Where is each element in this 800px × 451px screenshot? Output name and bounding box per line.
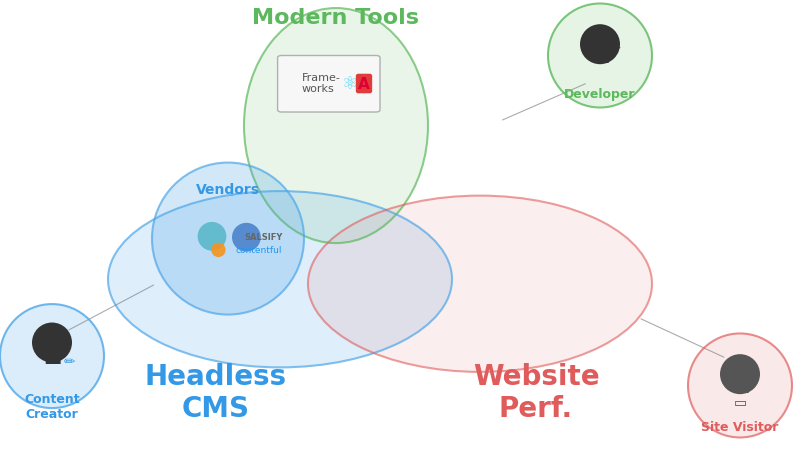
Text: Vendors: Vendors: [196, 183, 260, 196]
Ellipse shape: [152, 163, 304, 315]
Text: ✏: ✏: [64, 354, 75, 368]
Text: A: A: [358, 77, 370, 92]
Ellipse shape: [211, 243, 226, 258]
Text: SALSIFY: SALSIFY: [244, 232, 282, 241]
Ellipse shape: [198, 222, 226, 251]
Text: ▬: ▬: [43, 349, 61, 368]
Text: Site Visitor: Site Visitor: [702, 420, 778, 433]
Text: Developer: Developer: [564, 88, 636, 101]
Text: ⚛: ⚛: [342, 74, 358, 92]
Text: ▭: ▭: [734, 395, 746, 408]
Text: Modern Tools: Modern Tools: [253, 8, 419, 28]
Text: ▬: ▬: [591, 49, 609, 68]
Ellipse shape: [688, 334, 792, 437]
Ellipse shape: [720, 354, 760, 394]
Ellipse shape: [548, 5, 652, 108]
Ellipse shape: [232, 223, 261, 252]
Ellipse shape: [580, 25, 620, 65]
Text: ⬜: ⬜: [611, 43, 618, 53]
Ellipse shape: [32, 323, 72, 363]
Text: contentful: contentful: [236, 246, 282, 255]
Text: Headless
CMS: Headless CMS: [145, 362, 287, 423]
Ellipse shape: [108, 192, 452, 368]
Text: Frame-
works: Frame- works: [302, 73, 341, 94]
Ellipse shape: [244, 9, 428, 244]
Text: Content
Creator: Content Creator: [24, 392, 80, 420]
Ellipse shape: [308, 196, 652, 372]
Text: </>: </>: [607, 45, 622, 51]
Ellipse shape: [0, 304, 104, 408]
FancyBboxPatch shape: [278, 56, 380, 113]
Text: Website
Perf.: Website Perf.: [473, 362, 599, 423]
Text: ▬: ▬: [731, 378, 749, 397]
